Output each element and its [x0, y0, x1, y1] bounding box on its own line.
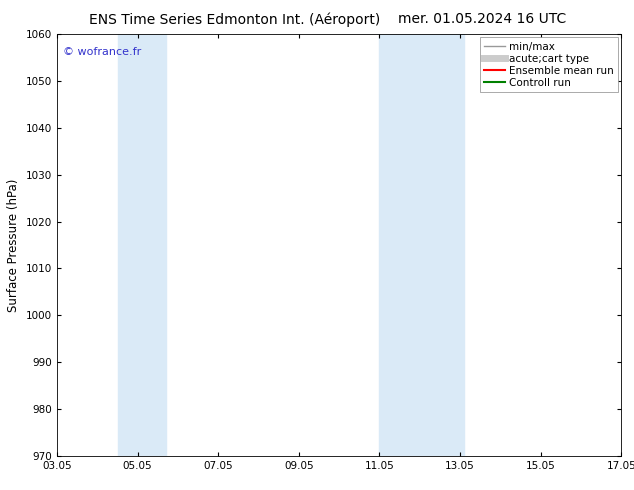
- Y-axis label: Surface Pressure (hPa): Surface Pressure (hPa): [8, 178, 20, 312]
- Bar: [117, 34, 166, 456]
- Legend: min/max, acute;cart type, Ensemble mean run, Controll run: min/max, acute;cart type, Ensemble mean …: [480, 37, 618, 92]
- Bar: [380, 34, 464, 456]
- Text: mer. 01.05.2024 16 UTC: mer. 01.05.2024 16 UTC: [398, 12, 566, 26]
- Text: © wofrance.fr: © wofrance.fr: [63, 47, 141, 57]
- Text: ENS Time Series Edmonton Int. (Aéroport): ENS Time Series Edmonton Int. (Aéroport): [89, 12, 380, 27]
